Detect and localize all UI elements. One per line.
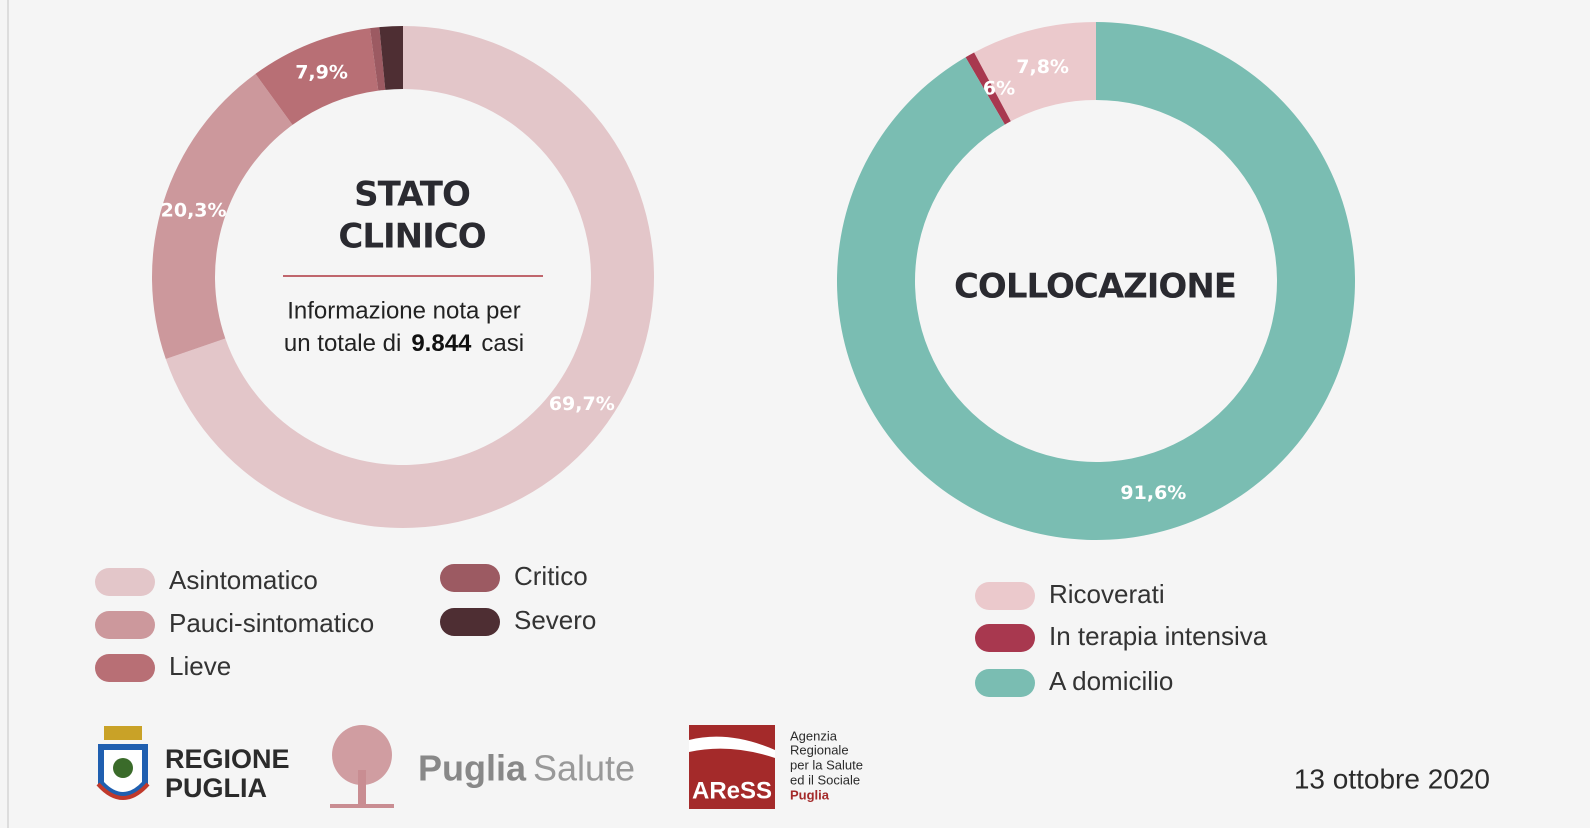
brand-bold: Puglia [418,748,527,789]
legend-label: In terapia intensiva [1049,621,1268,651]
donut-slice [379,26,403,90]
date: 13 ottobre 2020 [1294,763,1490,794]
note-part: 9.844 [411,330,472,357]
brand-light: Salute [533,748,635,789]
slice-label: 7,8% [1016,56,1069,78]
note-part: casi [481,330,524,357]
center-title: CLINICO [338,217,485,257]
legend-label: Pauci-sintomatico [169,608,374,638]
legend-swatch [440,564,500,592]
agency-text: Regionale [790,742,849,757]
note-part: un totale di [284,330,401,357]
donut-slice [255,28,379,125]
center-note: Informazione nota per [287,297,520,324]
agency-text: Agenzia [790,728,838,743]
legend-swatch [975,669,1035,697]
legend-swatch [95,611,155,639]
donut-slice [152,73,293,360]
region-name: REGIONE [165,744,290,774]
legend-swatch [440,608,500,636]
agency-text: Puglia [790,787,830,802]
regione-logo [96,726,150,800]
donut-slice [837,22,1355,540]
region-name: PUGLIA [165,773,267,803]
aress-logo-text: AReSS [692,777,772,804]
center-note: un totale di 9.844 casi [284,330,524,357]
aress-swoosh [689,736,775,758]
legend-swatch [975,624,1035,652]
tree-logo [330,725,394,808]
legend-label: Critico [514,561,588,591]
center-title: STATO [354,175,470,215]
legend-label: Lieve [169,651,231,681]
legend-swatch [95,654,155,682]
legend-label: A domicilio [1049,666,1173,696]
agency-text: per la Salute [790,757,863,772]
legend-label: Severo [514,605,596,635]
donut-slice [974,22,1096,122]
legend-label: Ricoverati [1049,579,1165,609]
slice-label: 20,3% [161,200,227,222]
slice-label: 7,9% [295,62,348,84]
legend-swatch [975,582,1035,610]
slice-label: 69,7% [549,393,615,415]
legend-label: Asintomatico [169,565,318,595]
donut-slice [369,27,386,91]
center-title: COLLOCAZIONE [954,267,1236,307]
agency-text: ed il Sociale [790,772,860,787]
slice-label: 91,6% [1120,482,1186,504]
donut-slice [965,52,1011,125]
legend-swatch [95,568,155,596]
